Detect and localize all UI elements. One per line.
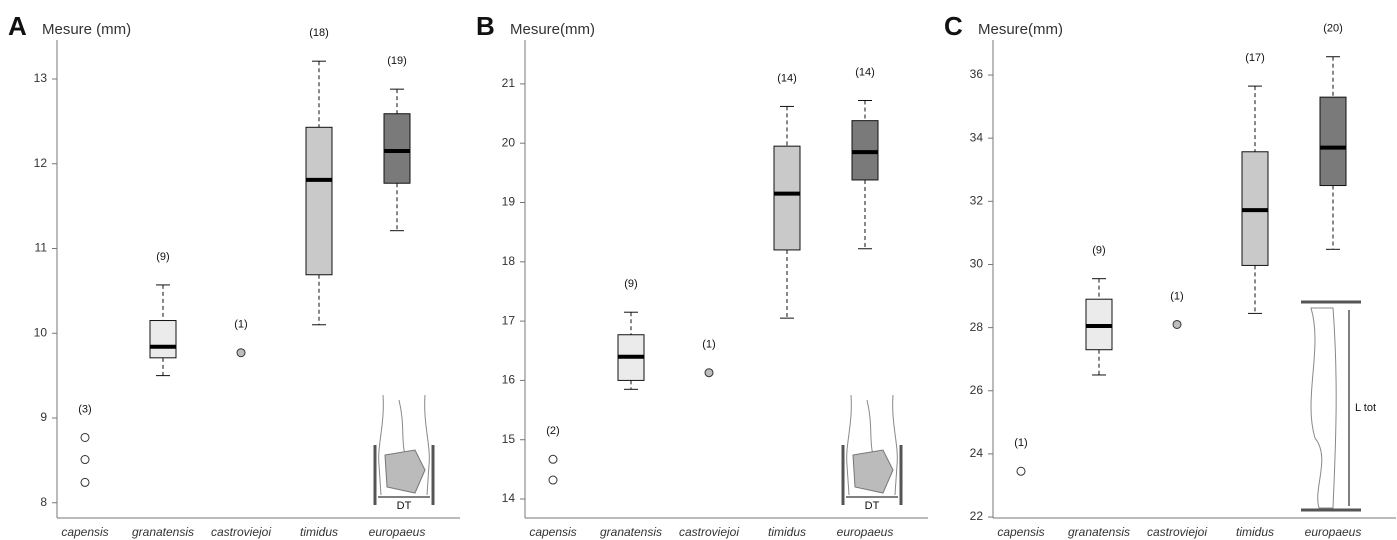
sample-size: (1) bbox=[1170, 290, 1183, 302]
sample-size: (3) bbox=[78, 403, 91, 415]
bone-outline bbox=[846, 394, 898, 496]
panel-label: A bbox=[8, 11, 27, 41]
x-tick-label: castroviejoi bbox=[679, 525, 739, 539]
inset-label: DT bbox=[397, 500, 412, 512]
x-tick-label: castroviejoi bbox=[1147, 525, 1207, 539]
point bbox=[80, 432, 90, 442]
point bbox=[704, 368, 714, 378]
sample-size: (1) bbox=[1014, 437, 1027, 449]
y-tick-label: 8 bbox=[40, 495, 47, 509]
sample-size: (20) bbox=[1323, 23, 1343, 35]
y-tick-label: 22 bbox=[970, 509, 984, 523]
y-tick-label: 9 bbox=[40, 410, 47, 424]
point bbox=[1016, 466, 1026, 476]
y-tick-label: 17 bbox=[502, 313, 516, 327]
sample-size: (2) bbox=[546, 425, 559, 437]
x-tick-label: granatensis bbox=[1068, 525, 1130, 539]
y-axis-label: Mesure (mm) bbox=[42, 21, 131, 38]
y-tick-label: 24 bbox=[970, 446, 984, 460]
inset-label: DT bbox=[865, 500, 880, 512]
x-tick-label: europaeus bbox=[837, 525, 894, 539]
box bbox=[1319, 96, 1347, 187]
y-tick-label: 14 bbox=[502, 491, 516, 505]
x-tick-label: timidus bbox=[300, 525, 338, 539]
sample-size: (9) bbox=[156, 251, 169, 263]
box bbox=[305, 126, 333, 276]
y-tick-label: 16 bbox=[502, 373, 516, 387]
box bbox=[383, 113, 411, 184]
sample-size: (17) bbox=[1245, 52, 1265, 64]
y-tick-label: 28 bbox=[970, 320, 984, 334]
x-tick-label: europaeus bbox=[369, 525, 426, 539]
point bbox=[80, 455, 90, 465]
y-tick-label: 15 bbox=[502, 432, 516, 446]
y-tick-label: 11 bbox=[35, 241, 48, 255]
sample-size: (1) bbox=[234, 319, 247, 331]
y-tick-label: 12 bbox=[34, 156, 48, 170]
y-tick-label: 26 bbox=[970, 383, 984, 397]
bone-facet bbox=[852, 449, 894, 494]
point bbox=[548, 454, 558, 464]
y-axis-label: Mesure(mm) bbox=[978, 21, 1063, 38]
inset: DT bbox=[373, 394, 435, 512]
inset: DT bbox=[841, 394, 903, 512]
point bbox=[80, 477, 90, 487]
x-tick-label: granatensis bbox=[600, 525, 662, 539]
x-tick-label: capensis bbox=[529, 525, 576, 539]
y-tick-label: 13 bbox=[34, 71, 48, 85]
y-tick-label: 20 bbox=[502, 135, 516, 149]
point bbox=[236, 348, 246, 358]
x-tick-label: castroviejoi bbox=[211, 525, 271, 539]
x-tick-label: timidus bbox=[768, 525, 806, 539]
sample-size: (14) bbox=[777, 72, 797, 84]
y-tick-label: 32 bbox=[970, 194, 984, 208]
point bbox=[548, 475, 558, 485]
y-tick-label: 10 bbox=[34, 325, 48, 339]
y-tick-label: 18 bbox=[502, 254, 516, 268]
x-tick-label: capensis bbox=[61, 525, 108, 539]
bone-outline bbox=[378, 394, 430, 496]
bone-outline bbox=[1310, 307, 1337, 509]
x-tick-label: timidus bbox=[1236, 525, 1274, 539]
bone-facet bbox=[384, 449, 426, 494]
y-tick-label: 21 bbox=[502, 76, 516, 90]
y-axis-label: Mesure(mm) bbox=[510, 21, 595, 38]
inset: L tot bbox=[1301, 300, 1376, 512]
panel-label: B bbox=[476, 11, 495, 41]
point bbox=[1172, 319, 1182, 329]
box bbox=[773, 145, 801, 251]
y-tick-label: 19 bbox=[502, 195, 516, 209]
x-tick-label: capensis bbox=[997, 525, 1044, 539]
sample-size: (19) bbox=[387, 55, 407, 67]
y-tick-label: 36 bbox=[970, 67, 984, 81]
sample-size: (9) bbox=[1092, 245, 1105, 257]
y-tick-label: 30 bbox=[970, 257, 984, 271]
sample-size: (14) bbox=[855, 66, 875, 78]
sample-size: (18) bbox=[309, 27, 329, 39]
y-tick-label: 34 bbox=[970, 130, 984, 144]
sample-size: (9) bbox=[624, 278, 637, 290]
x-tick-label: europaeus bbox=[1305, 525, 1362, 539]
panel-label: C bbox=[944, 11, 963, 41]
sample-size: (1) bbox=[702, 339, 715, 351]
x-tick-label: granatensis bbox=[132, 525, 194, 539]
inset-label: L tot bbox=[1355, 402, 1376, 414]
box bbox=[149, 320, 177, 359]
